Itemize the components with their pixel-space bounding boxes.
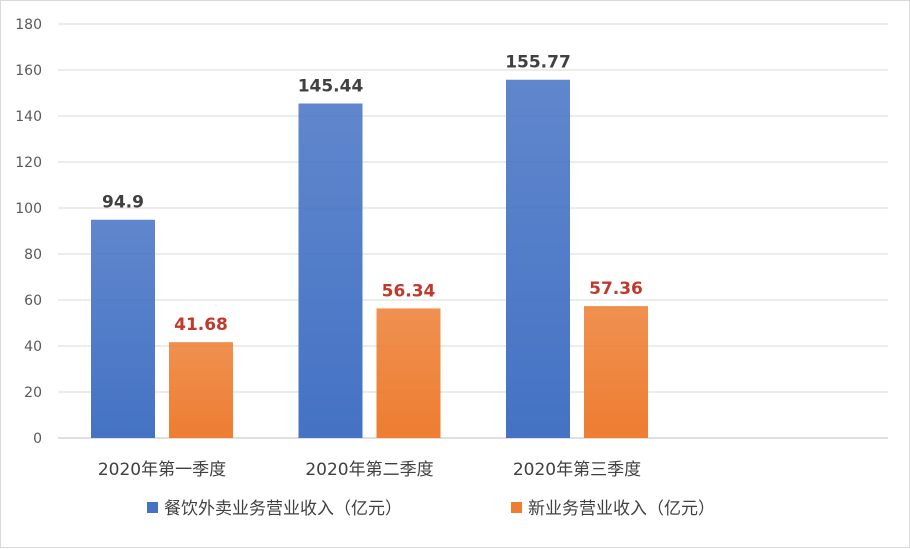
y-tick-label: 180: [15, 17, 42, 33]
bar-series-2: [376, 308, 441, 438]
y-tick-label: 160: [15, 63, 42, 79]
legend-swatch-2: [511, 502, 522, 513]
x-tick-label: 2020年第一季度: [98, 460, 226, 480]
bar-series-2: [584, 306, 648, 438]
data-label: 56.34: [382, 281, 436, 301]
y-tick-label: 40: [24, 339, 42, 355]
bar-series-1: [298, 103, 363, 438]
legend-label: 餐饮外卖业务营业收入（亿元）: [164, 499, 402, 519]
x-tick-label: 2020年第二季度: [305, 460, 433, 480]
y-tick-label: 140: [15, 109, 42, 125]
data-label: 57.36: [589, 279, 643, 299]
data-label: 94.9: [102, 193, 144, 213]
y-tick-label: 100: [15, 201, 42, 217]
data-label: 155.77: [505, 53, 571, 73]
legend-label: 新业务营业收入（亿元）: [528, 499, 715, 519]
bar-series-1: [91, 219, 155, 438]
bar-series-1: [506, 79, 570, 438]
data-label: 145.44: [298, 76, 364, 96]
y-tick-label: 60: [24, 293, 42, 309]
x-tick-label: 2020年第三季度: [513, 460, 641, 480]
bar-series-2: [169, 342, 233, 438]
legend-swatch-1: [147, 502, 158, 513]
y-tick-label: 20: [24, 385, 42, 401]
y-tick-label: 120: [15, 155, 42, 171]
data-label: 41.68: [174, 315, 228, 335]
y-tick-label: 80: [24, 247, 42, 263]
y-tick-label: 0: [33, 431, 42, 447]
